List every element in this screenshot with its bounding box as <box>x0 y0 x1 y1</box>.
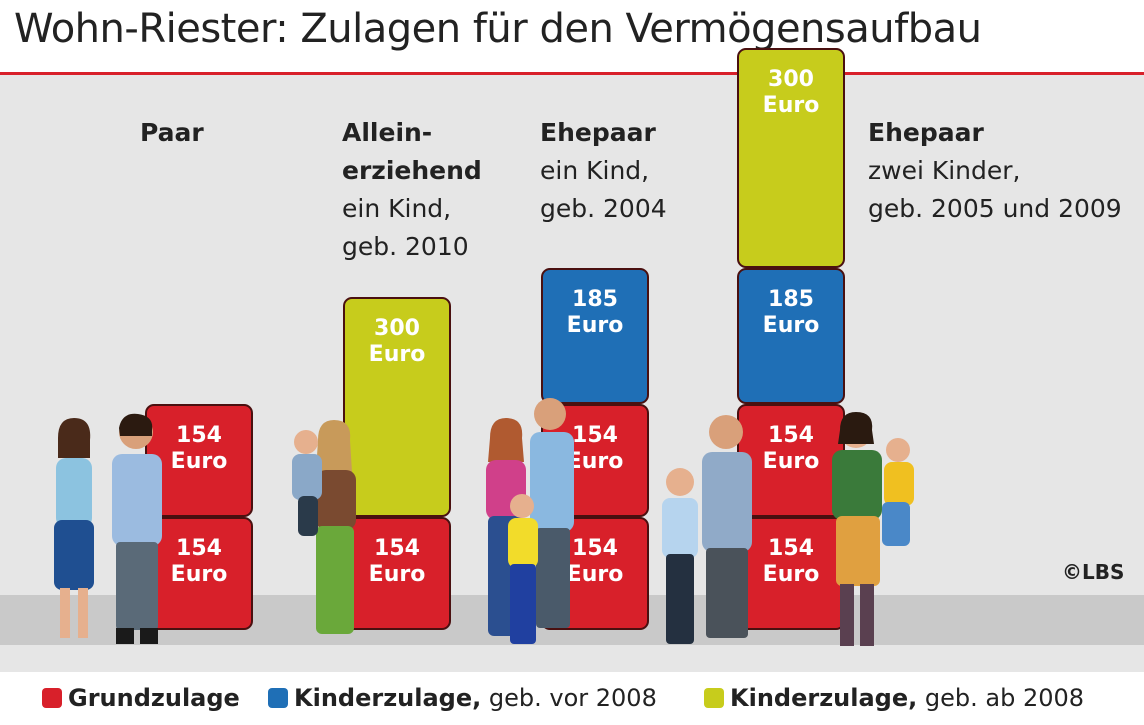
legend-swatch-blue <box>268 688 288 708</box>
bar-unit-label: Euro <box>763 93 820 118</box>
bar-value-label: 185 <box>768 287 814 312</box>
group-label-line: ein Kind, <box>540 156 650 185</box>
bar-unit-label: Euro <box>171 449 228 474</box>
legend-rest-text: geb. vor 2008 <box>481 684 657 712</box>
family-ehepaar-zwei-kinder-illustration-right <box>832 412 914 646</box>
bar-value-label: 154 <box>572 536 618 561</box>
legend-swatch-red <box>42 688 62 708</box>
group-label-ehepaar-zwei-kinder: Ehepaar zwei Kinder, geb. 2005 und 2009 <box>868 114 1122 228</box>
family-ehepaar-ein-kind-illustration <box>486 398 574 644</box>
page-title: Wohn-Riester: Zulagen für den Vermögensa… <box>14 6 982 52</box>
bar-value-label: 154 <box>768 423 814 448</box>
bar-value-label: 300 <box>374 316 420 341</box>
title-bar: Wohn-Riester: Zulagen für den Vermögensa… <box>0 0 1144 75</box>
copyright-credit: ©LBS <box>1062 560 1125 584</box>
bar-segment-rect <box>737 268 845 404</box>
bar-value-label: 300 <box>768 67 814 92</box>
legend-strong-text: Kinderzulage, <box>294 684 482 712</box>
family-ehepaar-zwei-kinder-illustration-left <box>662 415 752 644</box>
bar-unit-label: Euro <box>763 313 820 338</box>
legend-strong-text: Kinderzulage, <box>730 684 918 712</box>
man-figure <box>112 413 162 644</box>
bar-value-label: 154 <box>768 536 814 561</box>
father-with-son-figure <box>662 415 752 644</box>
group-label-alleinerziehend: Allein- erziehend ein Kind, geb. 2010 <box>342 114 482 266</box>
bar-unit-label: Euro <box>763 562 820 587</box>
woman-figure <box>54 418 94 638</box>
bar-unit-label: Euro <box>369 562 426 587</box>
mother-with-child-figure <box>292 420 356 634</box>
bar-unit-label: Euro <box>567 562 624 587</box>
bar-unit-label: Euro <box>369 342 426 367</box>
bar-segment-rect <box>343 297 451 517</box>
legend-rest-text: geb. ab 2008 <box>917 684 1085 712</box>
bar-value-label: 185 <box>572 287 618 312</box>
bar-value-label: 154 <box>374 536 420 561</box>
group-label-line: geb. 2004 <box>540 194 667 223</box>
bar-unit-label: Euro <box>567 313 624 338</box>
bar-value-label: 154 <box>572 423 618 448</box>
bar-unit-label: Euro <box>763 449 820 474</box>
parents-with-child-figure <box>486 398 574 644</box>
legend-item-grundzulage: Grundzulage <box>42 684 240 714</box>
group-label-line: zwei Kinder, <box>868 156 1021 185</box>
group-label-paar: Paar <box>140 114 204 152</box>
group-label-line: geb. 2010 <box>342 232 469 261</box>
legend-item-kinderzulage-ab-2008: Kinderzulage, geb. ab 2008 <box>704 684 1084 714</box>
group-label-line: ein Kind, <box>342 194 452 223</box>
bar-segment-rect <box>737 48 845 268</box>
bar-value-label: 154 <box>176 536 222 561</box>
legend-item-kinderzulage-vor-2008: Kinderzulage, geb. vor 2008 <box>268 684 657 714</box>
bar-value-label: 154 <box>176 423 222 448</box>
legend-swatch-yellow-green <box>704 688 724 708</box>
group-label-strong: Allein- <box>342 118 433 147</box>
bar-unit-label: Euro <box>171 562 228 587</box>
group-label-strong: Ehepaar <box>868 118 984 147</box>
family-paar-illustration <box>54 413 162 644</box>
group-label-strong: erziehend <box>342 156 482 185</box>
bar-unit-label: Euro <box>567 449 624 474</box>
group-label-strong: Ehepaar <box>540 118 656 147</box>
legend <box>0 672 1144 725</box>
family-alleinerziehend-illustration <box>292 420 356 634</box>
legend-strong-text: Grundzulage <box>68 684 240 712</box>
group-label-strong: Paar <box>140 118 204 147</box>
group-label-ehepaar-ein-kind: Ehepaar ein Kind, geb. 2004 <box>540 114 667 228</box>
group-label-line: geb. 2005 und 2009 <box>868 194 1122 223</box>
mother-with-toddler-figure <box>832 412 914 646</box>
bar-segment-rect <box>541 268 649 404</box>
